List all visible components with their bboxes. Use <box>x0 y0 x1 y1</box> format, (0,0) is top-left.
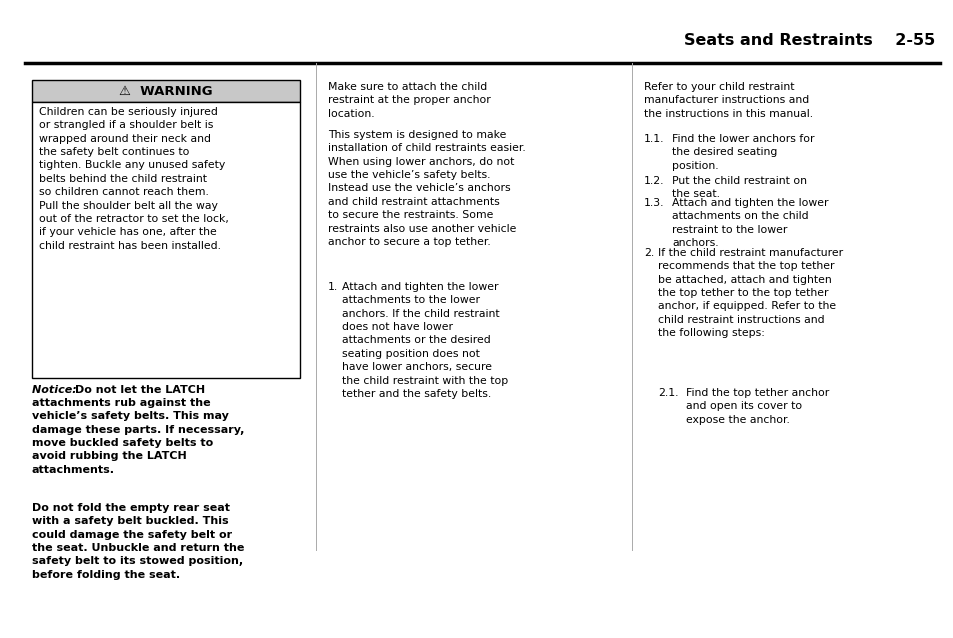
Text: Find the top tether anchor
and open its cover to
expose the anchor.: Find the top tether anchor and open its … <box>685 388 828 425</box>
Text: Find the lower anchors for
the desired seating
position.: Find the lower anchors for the desired s… <box>671 134 814 171</box>
Text: Attach and tighten the lower
attachments to the lower
anchors. If the child rest: Attach and tighten the lower attachments… <box>341 282 508 399</box>
Text: If the child restraint manufacturer
recommends that the top tether
be attached, : If the child restraint manufacturer reco… <box>658 248 842 338</box>
Text: 1.1.: 1.1. <box>643 134 664 144</box>
Text: 2.: 2. <box>643 248 654 258</box>
Text: Refer to your child restraint
manufacturer instructions and
the instructions in : Refer to your child restraint manufactur… <box>643 82 812 119</box>
Text: Make sure to attach the child
restraint at the proper anchor
location.: Make sure to attach the child restraint … <box>328 82 490 119</box>
Text: 1.3.: 1.3. <box>643 198 664 208</box>
Text: 1.: 1. <box>328 282 338 292</box>
Text: Children can be seriously injured
or strangled if a shoulder belt is
wrapped aro: Children can be seriously injured or str… <box>39 107 229 251</box>
Text: 2.1.: 2.1. <box>658 388 678 398</box>
Text: attachments rub against the
vehicle’s safety belts. This may
damage these parts.: attachments rub against the vehicle’s sa… <box>32 398 244 475</box>
Text: Do not fold the empty rear seat
with a safety belt buckled. This
could damage th: Do not fold the empty rear seat with a s… <box>32 503 244 580</box>
Text: Attach and tighten the lower
attachments on the child
restraint to the lower
anc: Attach and tighten the lower attachments… <box>671 198 827 248</box>
Text: Do not let the LATCH: Do not let the LATCH <box>75 385 205 395</box>
Text: This system is designed to make
installation of child restraints easier.
When us: This system is designed to make installa… <box>328 130 525 247</box>
Text: 1.2.: 1.2. <box>643 176 664 186</box>
Text: Seats and Restraints    2-55: Seats and Restraints 2-55 <box>683 33 934 48</box>
Bar <box>32 102 299 378</box>
Bar <box>32 80 299 102</box>
Text: ⚠  WARNING: ⚠ WARNING <box>119 84 213 98</box>
Text: Put the child restraint on
the seat.: Put the child restraint on the seat. <box>671 176 806 199</box>
Text: Notice:: Notice: <box>32 385 81 395</box>
